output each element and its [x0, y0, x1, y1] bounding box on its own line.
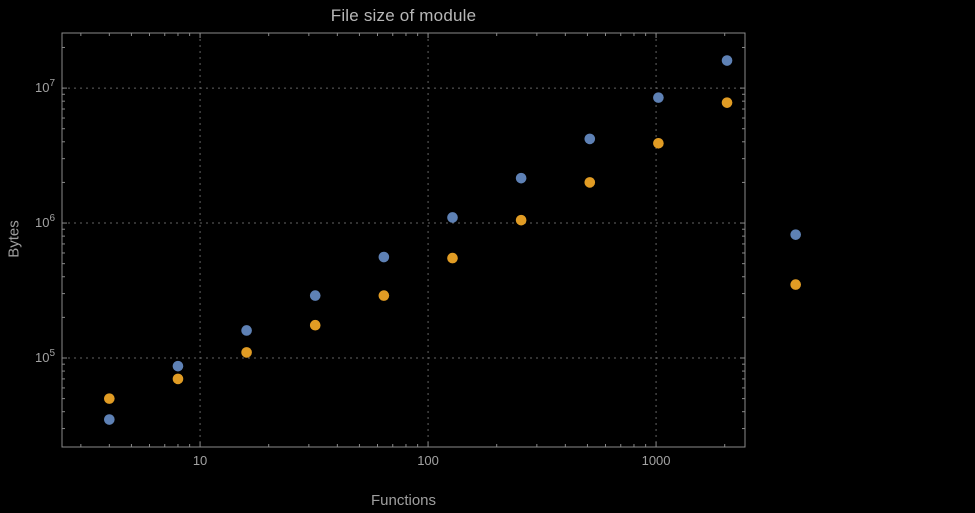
data-point-blue [447, 212, 458, 223]
data-point-blue [790, 229, 801, 240]
plot-frame [61, 32, 746, 448]
y-tick-label: 106 [35, 213, 55, 230]
data-point-blue [653, 92, 664, 103]
x-axis-label: Functions [370, 492, 437, 509]
data-point-orange [721, 97, 733, 108]
chart-title: File size of module [330, 6, 477, 25]
data-point-blue [378, 251, 390, 263]
x-tick-label: 10 [193, 453, 207, 468]
data-point-blue [172, 360, 184, 372]
data-point-blue [584, 133, 596, 145]
data-point-orange [515, 214, 527, 226]
data-point-blue [721, 55, 733, 66]
data-point-blue [309, 290, 321, 301]
data-point-orange [104, 393, 115, 404]
data-point-orange [447, 252, 458, 264]
data-point-orange [653, 137, 664, 149]
data-point-orange [241, 347, 252, 358]
data-point-orange [309, 319, 321, 331]
data-point-blue [104, 414, 115, 425]
data-point-blue [515, 172, 527, 184]
y-tick-label: 107 [35, 78, 55, 95]
x-tick-label: 1000 [642, 453, 671, 468]
data-point-orange [790, 279, 801, 290]
y-axis-label: Bytes [5, 220, 23, 258]
data-point-orange [584, 177, 596, 188]
data-point-orange [172, 373, 184, 385]
data-point-blue [241, 325, 252, 336]
x-tick-label: 100 [417, 453, 439, 468]
y-tick-label: 105 [35, 348, 55, 365]
data-point-orange [378, 290, 390, 301]
